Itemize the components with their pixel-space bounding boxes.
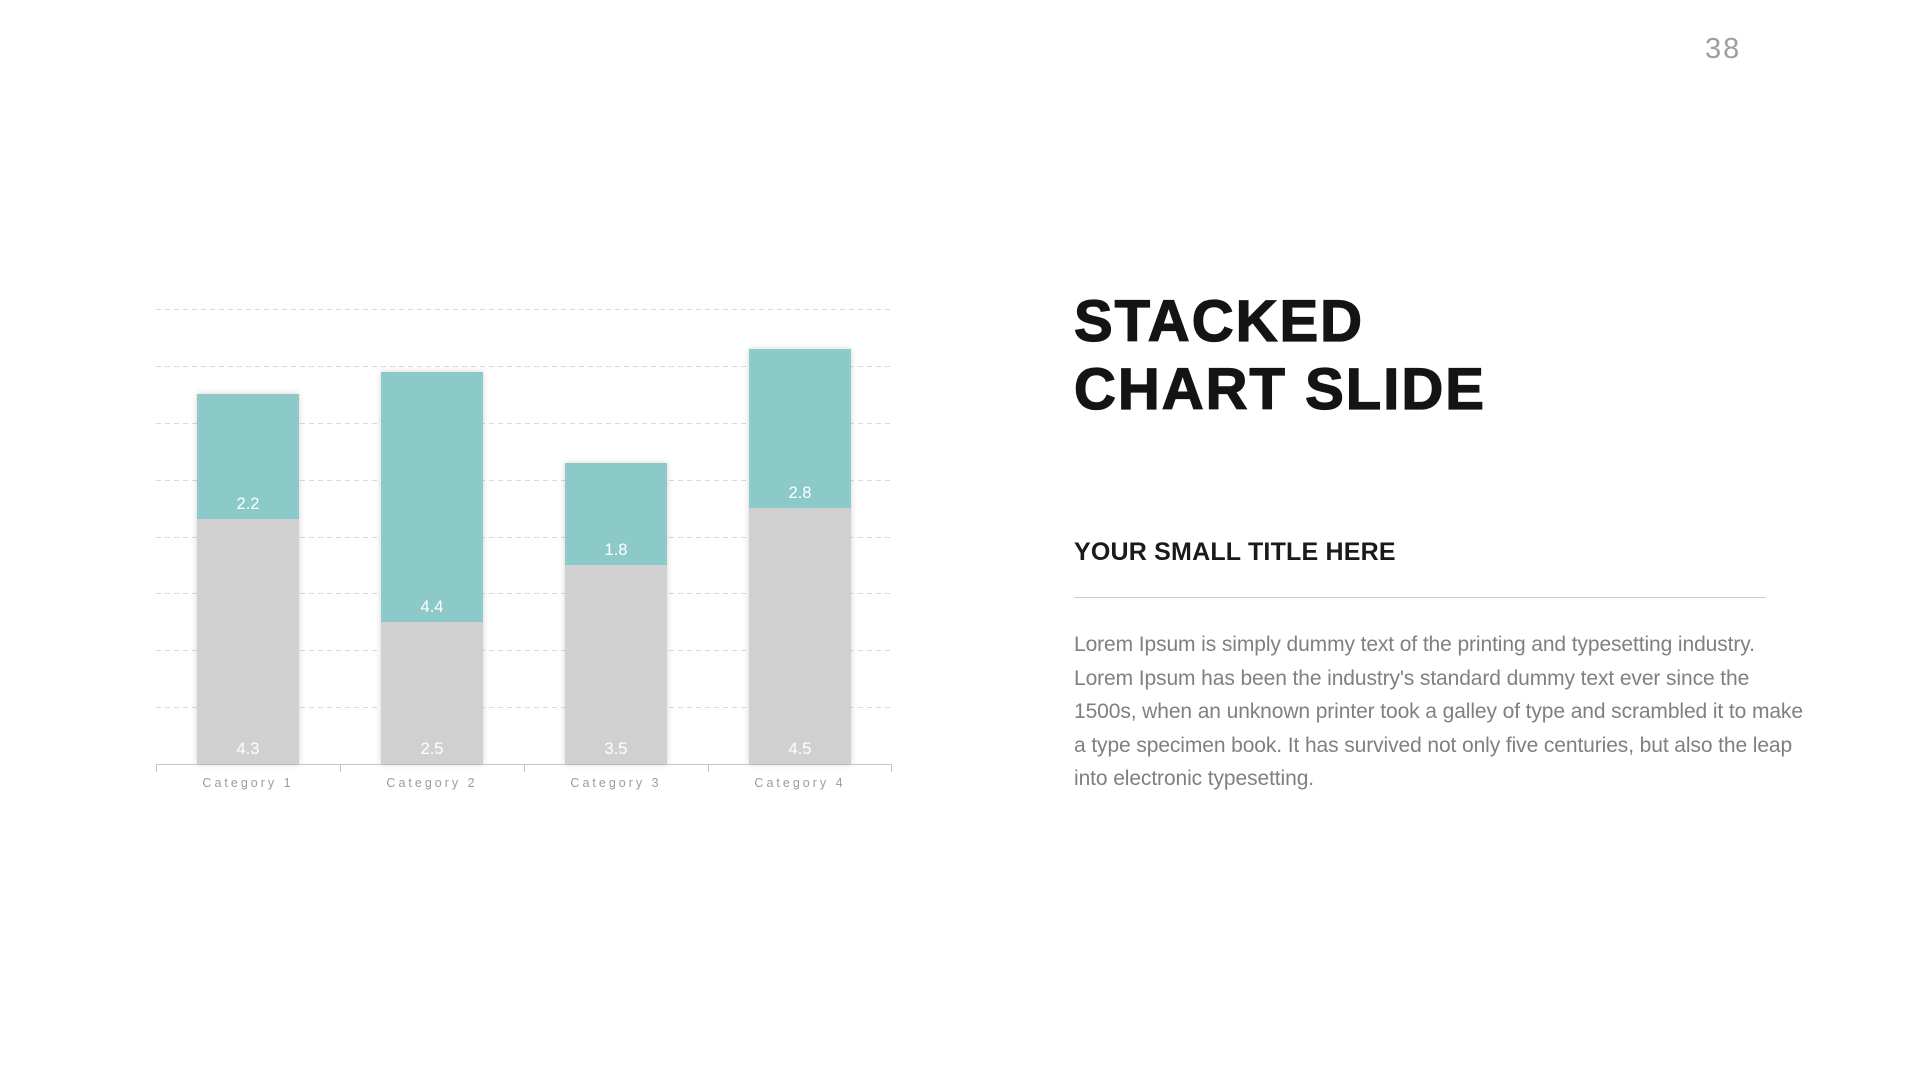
category-label: Category 3 bbox=[570, 776, 662, 790]
stacked-bar-chart: 4.3 2.2 Category 1 2.5 4.4 Category 2 3.5 1.8 Ca… bbox=[156, 309, 892, 790]
bar-value-label: 4.5 bbox=[788, 740, 812, 758]
gridline bbox=[156, 309, 892, 310]
bar-stack-3: 3.5 1.8 bbox=[565, 462, 667, 764]
axis-tick bbox=[891, 764, 892, 772]
axis-tick bbox=[156, 764, 157, 772]
gridline bbox=[156, 365, 892, 367]
bar-value-label: 4.4 bbox=[420, 597, 444, 616]
bar-segment-gray-bottom: 4.3 bbox=[197, 519, 299, 764]
axis-tick bbox=[340, 764, 341, 772]
bar-segment-teal-top: 2.2 bbox=[197, 394, 299, 520]
bar-value-label: 2.8 bbox=[788, 484, 812, 503]
bar-segment-teal-top: 2.8 bbox=[749, 348, 851, 509]
slide-title-line-1: STACKED bbox=[1073, 288, 1365, 354]
slide-title: STACKED CHART SLIDE bbox=[1073, 288, 1486, 424]
gridline bbox=[156, 536, 892, 538]
page-number: 38 bbox=[1705, 33, 1742, 65]
bar-segment-teal-top: 1.8 bbox=[565, 462, 667, 565]
category-label: Category 2 bbox=[386, 776, 478, 790]
axis-tick bbox=[524, 764, 525, 772]
bar-value-label: 4.3 bbox=[236, 740, 260, 758]
bar-segment-gray-bottom: 4.5 bbox=[749, 508, 851, 764]
gridline bbox=[156, 707, 892, 709]
bar-stack-4: 4.5 2.8 bbox=[749, 348, 851, 764]
bar-stack-1: 4.3 2.2 bbox=[197, 394, 299, 764]
slide-title-line-2: CHART SLIDE bbox=[1073, 356, 1486, 422]
bar-segment-gray-bottom: 3.5 bbox=[565, 564, 667, 764]
gridline bbox=[156, 422, 892, 424]
bar-value-label: 1.8 bbox=[604, 540, 628, 559]
divider-line bbox=[1074, 597, 1766, 598]
small-title: YOUR SMALL TITLE HERE bbox=[1074, 538, 1396, 566]
axis-tick bbox=[708, 764, 709, 772]
bar-value-label: 2.5 bbox=[420, 740, 444, 758]
gridline bbox=[156, 593, 892, 595]
category-label: Category 1 bbox=[202, 776, 294, 790]
gridline bbox=[156, 650, 892, 652]
body-paragraph: Lorem Ipsum is simply dummy text of the … bbox=[1074, 633, 1803, 790]
bar-value-label: 2.2 bbox=[236, 495, 260, 514]
gridline bbox=[156, 479, 892, 481]
category-label: Category 4 bbox=[754, 776, 846, 790]
bar-stack-2: 2.5 4.4 bbox=[381, 371, 483, 764]
bar-value-label: 3.5 bbox=[604, 740, 628, 758]
bar-segment-teal-top: 4.4 bbox=[381, 371, 483, 622]
bar-segment-gray-bottom: 2.5 bbox=[381, 621, 483, 764]
